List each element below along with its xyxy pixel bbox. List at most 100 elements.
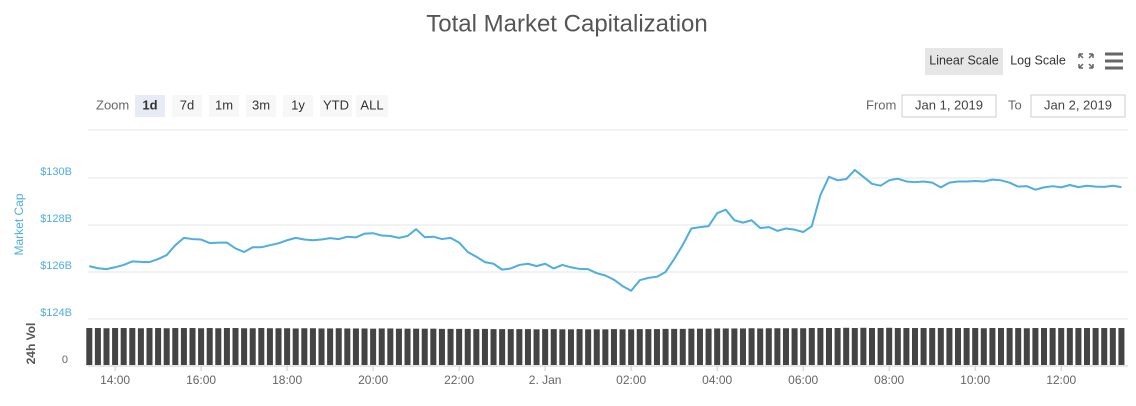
volume-bar <box>146 328 153 365</box>
volume-bar <box>868 328 875 365</box>
volume-bar <box>628 329 635 365</box>
volume-bar <box>155 328 162 365</box>
volume-bar <box>1084 328 1091 365</box>
volume-bar <box>266 328 273 365</box>
volume-bar <box>464 328 471 365</box>
volume-bar <box>782 328 789 365</box>
volume-bar <box>1032 328 1039 365</box>
volume-bar <box>1118 328 1125 365</box>
zoom-button-label[interactable]: 1m <box>215 97 233 112</box>
volume-bar <box>395 328 402 365</box>
zoom-button[interactable] <box>209 95 239 117</box>
volume-bar <box>86 328 93 365</box>
volume-bar <box>1015 328 1022 365</box>
volume-bar <box>593 329 600 365</box>
y-axis-title: 24h Vol <box>24 323 38 365</box>
scale-button[interactable]: Log Scale <box>1010 53 1066 67</box>
volume-bar <box>1006 328 1013 365</box>
volume-bar <box>421 328 428 365</box>
volume-bar <box>929 328 936 365</box>
zoom-button[interactable] <box>356 95 388 117</box>
volume-bar <box>473 329 480 365</box>
volume-bar <box>284 328 291 365</box>
volume-bar <box>258 328 265 365</box>
volume-bar <box>576 329 583 365</box>
volume-bar <box>361 328 368 365</box>
volume-bar <box>645 329 652 365</box>
volume-bar <box>1040 328 1048 365</box>
volume-bar <box>1049 328 1056 365</box>
y-tick-label: 0 <box>62 354 68 366</box>
volume-bar <box>223 328 230 365</box>
volume-bar <box>387 328 394 365</box>
volume-bar <box>671 328 678 365</box>
scale-button[interactable]: Linear Scale <box>929 53 999 67</box>
x-tick-label: 04:00 <box>702 373 732 387</box>
volume-bar <box>619 329 626 365</box>
zoom-button[interactable] <box>135 95 165 117</box>
volume-bar <box>567 329 574 365</box>
volume-bar <box>404 328 411 365</box>
volume-bar <box>825 328 832 365</box>
volume-bar <box>1023 328 1030 365</box>
zoom-button[interactable] <box>283 95 313 117</box>
volume-bar <box>447 328 454 365</box>
x-tick-label: 14:00 <box>100 373 130 387</box>
y-tick-label: $124B <box>40 307 72 319</box>
x-tick-label: 12:00 <box>1046 373 1076 387</box>
zoom-button-label[interactable]: 1y <box>291 97 305 112</box>
volume-bar <box>722 328 729 365</box>
zoom-button[interactable] <box>172 95 202 117</box>
volume-bar <box>112 328 119 365</box>
zoom-button-label[interactable]: 1d <box>142 97 157 112</box>
volume-bar <box>817 328 824 365</box>
volume-bar <box>765 328 772 365</box>
zoom-button[interactable] <box>320 95 352 117</box>
volume-bar <box>198 328 205 365</box>
x-tick-label: 10:00 <box>960 373 990 387</box>
market-cap-line <box>89 168 1122 292</box>
volume-bar <box>774 328 781 365</box>
menu-icon[interactable] <box>1105 52 1123 70</box>
volume-bar <box>1066 328 1073 365</box>
zoom-button-label[interactable]: ALL <box>360 97 383 112</box>
volume-bar <box>843 327 850 365</box>
volume-bar <box>696 328 703 365</box>
volume-bar <box>129 328 136 365</box>
x-tick-label: 2. Jan <box>529 373 562 387</box>
zoom-button-label[interactable]: YTD <box>323 97 349 112</box>
volume-bar <box>318 328 325 365</box>
to-date: Jan 2, 2019 <box>1044 97 1112 112</box>
volume-bar <box>1075 328 1082 365</box>
volume-bar <box>679 328 686 365</box>
zoom-button-label[interactable]: 3m <box>252 97 270 112</box>
volume-bar <box>370 328 377 365</box>
y-tick-label: $128B <box>40 213 72 225</box>
x-tick-label: 22:00 <box>444 373 474 387</box>
volume-bar <box>972 328 979 365</box>
volume-bar <box>748 328 755 365</box>
volume-bar <box>206 328 213 365</box>
volume-bar <box>335 328 342 365</box>
volume-bar <box>378 328 385 365</box>
volume-bar <box>997 328 1005 365</box>
volume-bar <box>507 329 514 365</box>
to-input[interactable] <box>1030 94 1126 118</box>
from-input[interactable] <box>901 94 997 118</box>
x-tick-label: 20:00 <box>358 373 388 387</box>
volume-bar <box>103 328 110 365</box>
zoom-button[interactable] <box>246 95 276 117</box>
volume-bar <box>275 328 282 365</box>
volume-bar <box>309 328 316 365</box>
volume-bar <box>963 328 970 365</box>
volume-bar <box>249 328 256 365</box>
volume-bar <box>1101 328 1108 365</box>
volume-bar <box>911 328 919 365</box>
volume-bar <box>499 329 506 365</box>
fullscreen-icon[interactable] <box>1078 53 1094 69</box>
volume-bar <box>894 328 901 365</box>
zoom-button-label[interactable]: 7d <box>180 97 194 112</box>
volume-bar <box>800 328 807 365</box>
volume-bar <box>456 328 463 365</box>
